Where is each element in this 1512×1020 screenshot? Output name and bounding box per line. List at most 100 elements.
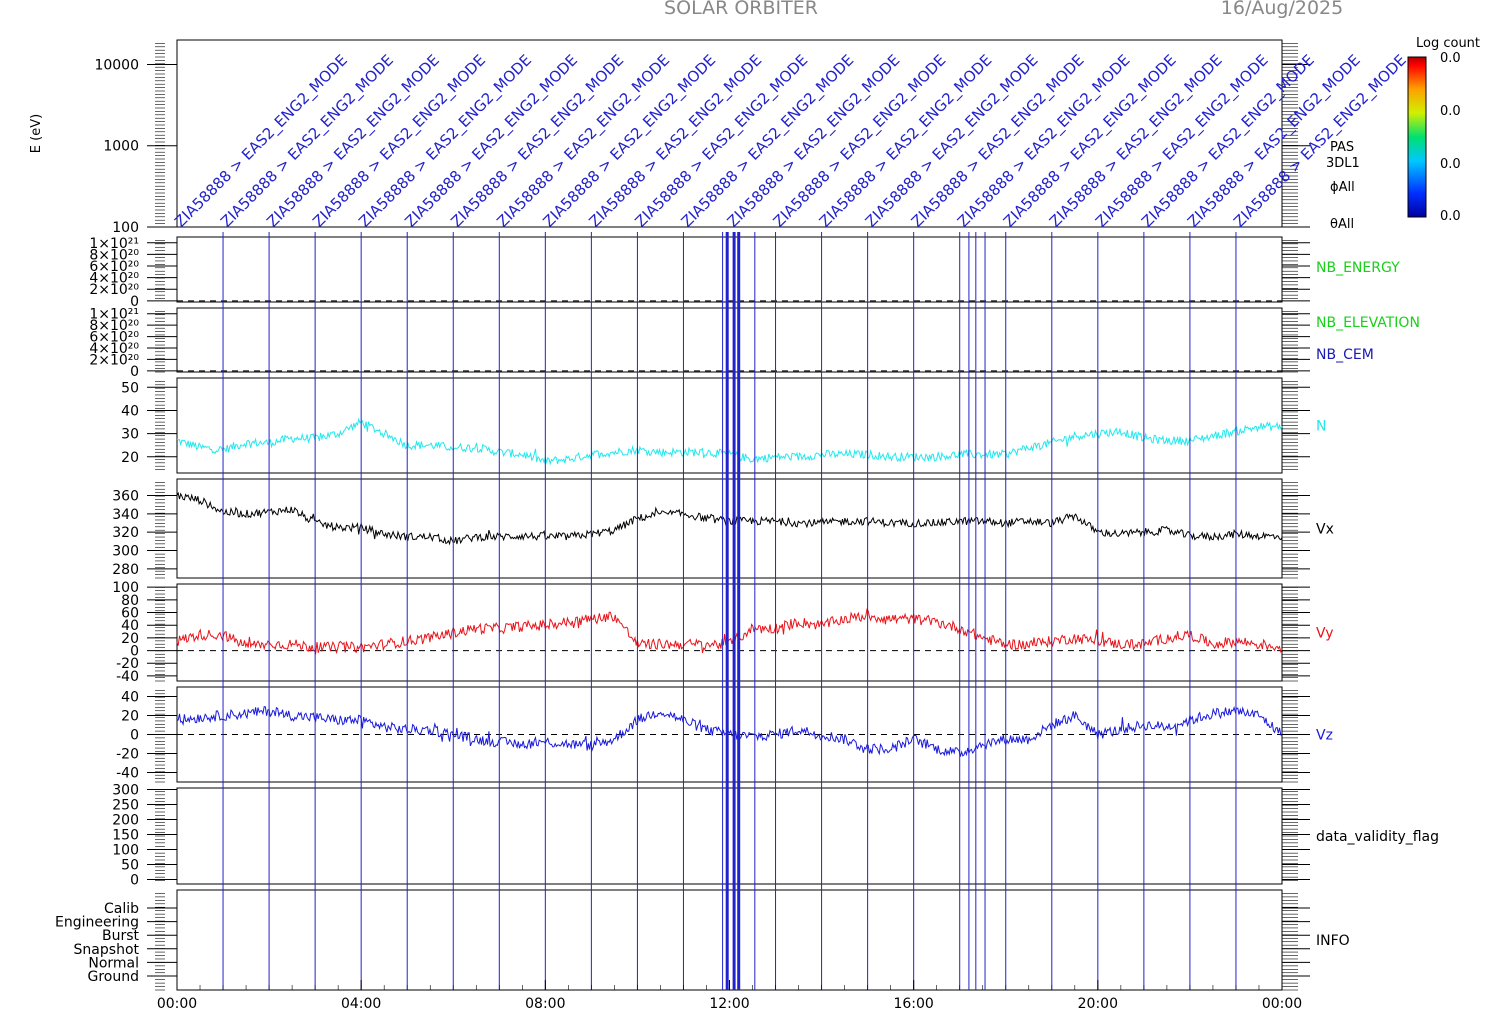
series-line-Vx <box>176 491 1283 546</box>
y-tick-label: 100 <box>112 580 139 596</box>
y-tick-label: 1×10²¹ <box>89 307 139 323</box>
y-tick-label: 40 <box>121 403 139 419</box>
series-line-Vy <box>176 608 1283 655</box>
y-tick-label: Engineering <box>55 915 139 931</box>
y-tick-label: 4×10²⁰ <box>89 271 139 287</box>
colorbar-gradient <box>1407 56 1427 218</box>
y-axis-label: E (eV) <box>29 114 44 153</box>
series-label: NB_ENERGY <box>1316 260 1400 276</box>
y-tick-label: 2×10²⁰ <box>89 352 139 368</box>
y-tick-label: 20 <box>121 450 139 466</box>
series-label: NB_CEM <box>1316 347 1374 363</box>
x-tick-label: 04:00 <box>341 996 381 1012</box>
y-tick-label: 6×10²⁰ <box>89 259 139 275</box>
x-tick-label: 00:00 <box>1262 996 1302 1012</box>
y-tick-label: 8×10²⁰ <box>89 247 139 263</box>
y-tick-label: 0 <box>130 294 139 310</box>
y-tick-label: 30 <box>121 427 139 443</box>
y-tick-label: 1000 <box>103 139 139 155</box>
series-label: N <box>1316 419 1326 435</box>
instrument-labels: PAS 3DL1 ϕAll θAll <box>1326 140 1360 232</box>
y-tick-label: 10000 <box>94 57 139 73</box>
panel-frame <box>176 889 1283 991</box>
y-tick-label: 50 <box>121 380 139 396</box>
panel-frame <box>176 377 1283 474</box>
y-tick-label: 40 <box>121 690 139 706</box>
y-tick-label: 360 <box>112 489 139 505</box>
y-tick-label: 280 <box>112 562 139 578</box>
minor-ticks <box>155 690 1298 783</box>
y-tick-label: -20 <box>116 747 139 763</box>
y-tick-label: 100 <box>112 220 139 236</box>
x-tick-label: 00:00 <box>157 996 197 1012</box>
panel-frame <box>176 787 1283 885</box>
y-tick-label: 300 <box>112 544 139 560</box>
x-tick-label: 08:00 <box>525 996 565 1012</box>
colorbar-tick-label: 0.0 <box>1440 157 1461 172</box>
y-tick-label: -40 <box>116 766 139 782</box>
y-tick-label: -40 <box>116 669 139 685</box>
panel-density: 50 40 30 20 N <box>121 377 1326 474</box>
minor-ticks <box>155 311 1298 373</box>
instrument-label: 3DL1 <box>1326 156 1360 171</box>
y-tick-label: 50 <box>121 858 139 874</box>
y-tick-label: 20 <box>121 631 139 647</box>
y-tick-label: -20 <box>116 656 139 672</box>
plot-date: 16/Aug/2025 <box>1221 0 1343 19</box>
instrument-label: ϕAll <box>1330 180 1355 195</box>
y-tick-label: 0 <box>130 873 139 889</box>
series-label: Vx <box>1316 522 1334 538</box>
colorbar-tick-label: 0.0 <box>1440 104 1461 119</box>
y-tick-label: 60 <box>121 606 139 622</box>
y-tick-label: 1×10²¹ <box>89 236 139 252</box>
y-tick-label: Calib <box>104 901 139 917</box>
y-tick-label: 200 <box>112 813 139 829</box>
y-tick-label: Ground <box>88 969 140 985</box>
y-tick-label: 40 <box>121 618 139 634</box>
y-tick-label: 250 <box>112 798 139 814</box>
series-label: Vy <box>1316 626 1334 642</box>
minor-ticks <box>155 381 1298 470</box>
series-label: NB_ELEVATION <box>1316 315 1420 331</box>
x-tick-label: 16:00 <box>893 996 933 1012</box>
y-tick-label: 2×10²⁰ <box>89 282 139 298</box>
panel-frame <box>176 478 1283 579</box>
colorbar: Log count 0.0 0.0 0.0 0.0 <box>1407 36 1480 224</box>
y-tick-label: 4×10²⁰ <box>89 341 139 357</box>
series-label: INFO <box>1316 933 1350 949</box>
event-lines <box>222 232 1237 990</box>
panel-info: CalibEngineeringBurstSnapshotNormalGroun… <box>55 889 1350 991</box>
panel-spectrogram: 10000 1000 100 E (eV) <box>29 39 1310 236</box>
series-line-N <box>176 417 1283 466</box>
y-tick-label: 0 <box>130 364 139 380</box>
colorbar-label: Log count <box>1416 36 1480 51</box>
series-line-Vz <box>176 705 1283 757</box>
y-tick-label: 150 <box>112 828 139 844</box>
x-axis: 00:00 04:00 08:00 12:00 16:00 20:00 00:00 <box>157 980 1302 1012</box>
y-tick-label: 100 <box>112 843 139 859</box>
panel-vz: 40 20 0 -20 -40 Vz <box>116 686 1333 783</box>
y-tick-label: Burst <box>102 928 140 944</box>
minor-ticks <box>155 482 1298 579</box>
series-label: data_validity_flag <box>1316 829 1439 845</box>
panel-frame <box>176 583 1283 682</box>
colorbar-tick-label: 0.0 <box>1440 209 1461 224</box>
y-tick-label: Snapshot <box>74 942 140 958</box>
y-tick-label: 340 <box>112 507 139 523</box>
y-tick-label: 6×10²⁰ <box>89 330 139 346</box>
panel-frame <box>176 236 1283 303</box>
minor-ticks <box>155 43 1298 224</box>
y-tick-label: 300 <box>112 783 139 799</box>
y-tick-label: Normal <box>88 955 139 971</box>
minor-ticks <box>155 893 1298 991</box>
y-tick-label: 0 <box>130 728 139 744</box>
plot-title: SOLAR ORBITER <box>664 0 818 19</box>
instrument-label: θAll <box>1330 217 1354 232</box>
y-tick-label: 20 <box>121 709 139 725</box>
y-tick-label: 320 <box>112 525 139 541</box>
